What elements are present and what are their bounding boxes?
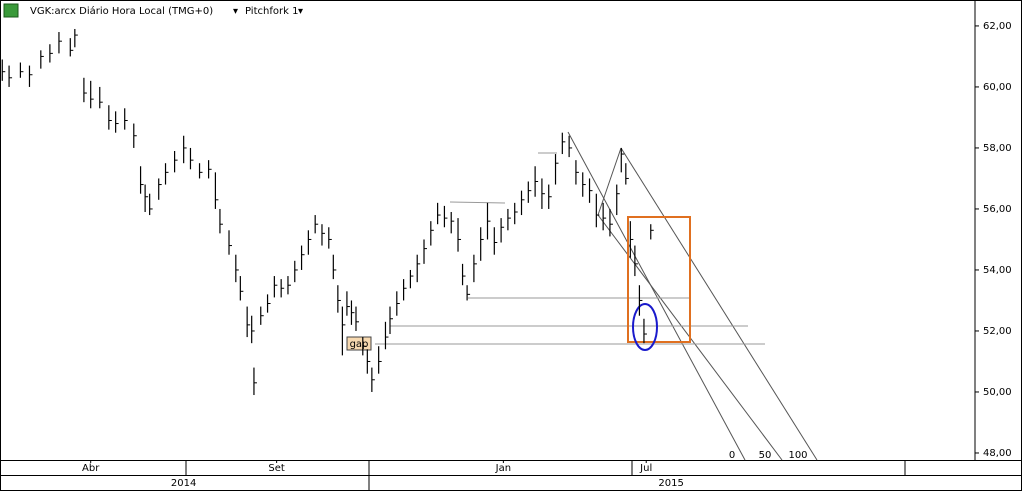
pitchfork-label: 50 — [759, 450, 772, 461]
y-tick-label: 58,00 — [983, 143, 1012, 154]
year-label: 2015 — [658, 478, 683, 489]
x-tick-label: Jul — [639, 463, 652, 474]
y-tick-label: 62,00 — [983, 21, 1012, 32]
gap-label: gap — [350, 339, 369, 350]
y-tick-label: 50,00 — [983, 387, 1012, 398]
y-tick-label: 56,00 — [983, 204, 1012, 215]
indicator-name[interactable]: Pitchfork 1 — [245, 6, 298, 17]
symbol-icon[interactable] — [3, 3, 19, 18]
y-tick-label: 54,00 — [983, 265, 1012, 276]
x-tick-label: Jan — [495, 463, 511, 474]
annotations — [346, 131, 818, 461]
x-tick-label: Set — [268, 463, 285, 474]
y-tick-label: 52,00 — [983, 326, 1012, 337]
pitchfork-label: 0 — [729, 450, 735, 461]
y-tick-label: 48,00 — [983, 448, 1012, 459]
separators — [185, 460, 906, 491]
y-tick-label: 60,00 — [983, 82, 1012, 93]
chart-title[interactable]: VGK:arcx Diário Hora Local (TMG+0) — [30, 5, 213, 17]
year-label: 2014 — [171, 478, 196, 489]
dropdown-arrow[interactable]: ▾ — [298, 6, 303, 17]
dropdown-arrow[interactable]: ▾ — [233, 6, 238, 17]
x-tick-label: Abr — [82, 463, 100, 474]
pitchfork-label: 100 — [788, 450, 807, 461]
